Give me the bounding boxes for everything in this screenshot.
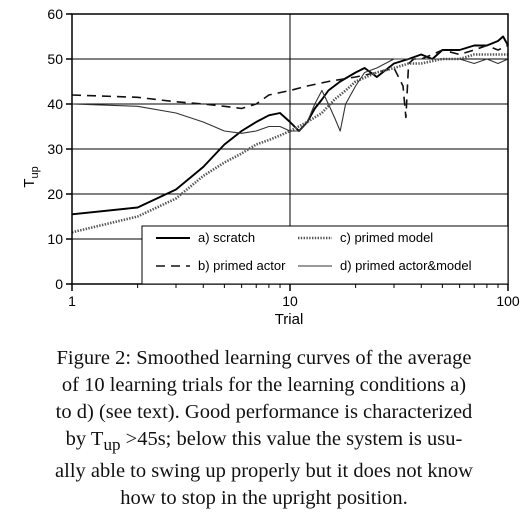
legend-label-2: b) primed actor — [198, 258, 286, 273]
y-axis-label: Tup — [21, 166, 41, 187]
x-tick-label: 10 — [282, 293, 298, 309]
caption-line: by Tup >45s; below this value the system… — [14, 426, 514, 458]
y-tick-label: 20 — [47, 186, 63, 202]
y-tick-label: 50 — [47, 51, 63, 67]
x-axis-label: Trial — [275, 311, 304, 328]
legend: a) scratch b) primed actor c) primed model… — [142, 226, 508, 284]
caption-line: ally able to swing up properly but it do… — [14, 458, 514, 485]
figure-caption: Figure 2: Smoothed learning curves of th… — [14, 345, 514, 512]
caption-text: >45s; below this value the system is usu… — [121, 428, 463, 450]
caption-line: Figure 2: Smoothed learning curves of th… — [14, 345, 514, 372]
y-tick-label: 60 — [47, 6, 63, 22]
y-tick-label: 40 — [47, 96, 63, 112]
legend-label-1: a) scratch — [198, 230, 255, 245]
y-axis-label-sub: up — [29, 166, 41, 178]
legend-label-4: d) primed actor&model — [340, 258, 472, 273]
caption-subscript: up — [103, 435, 120, 454]
x-tick-label: 100 — [496, 293, 520, 309]
caption-line: to d) (see text). Good performance is ch… — [14, 399, 514, 426]
y-axis-label-main: T — [21, 179, 38, 188]
learning-curves-chart: 0 10 20 30 40 50 60 1 10 100 a) scratch b) primed … — [0, 0, 528, 340]
y-tick-label: 30 — [47, 141, 63, 157]
legend-box — [142, 226, 508, 284]
x-tick-label: 1 — [68, 293, 76, 309]
caption-line: of 10 learning trials for the learning c… — [14, 372, 514, 399]
y-tick-label: 10 — [47, 231, 63, 247]
y-tick-label: 0 — [55, 276, 63, 292]
caption-line: how to stop in the upright position. — [14, 485, 514, 512]
caption-text: by T — [66, 428, 104, 450]
legend-label-3: c) primed model — [340, 230, 433, 245]
